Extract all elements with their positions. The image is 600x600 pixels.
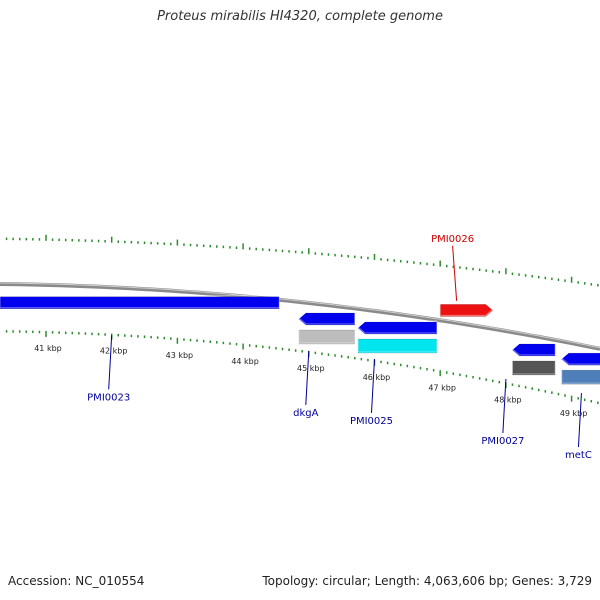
gene-arrow-highlight: [298, 311, 356, 325]
upper-tick-track: [5, 234, 599, 287]
gene-arrow-highlight: [511, 359, 556, 375]
gene-arrow[interactable]: [439, 304, 494, 317]
gene-arrow[interactable]: [0, 296, 280, 310]
scale-label: 41 kbp: [34, 344, 62, 353]
scale-label: 44 kbp: [231, 357, 259, 366]
scale-label: 43 kbp: [166, 351, 194, 360]
gene-arrow[interactable]: [512, 343, 556, 357]
gene-arrow[interactable]: [298, 312, 356, 326]
gene-arrow-highlight: [0, 295, 280, 309]
genome-title: Proteus mirabilis HI4320, complete genom…: [157, 9, 443, 24]
gene-arrow[interactable]: [357, 321, 438, 335]
gene-arrow-highlight: [439, 302, 494, 316]
gene-label-leader: [452, 245, 458, 301]
gene-arrow-highlight: [298, 328, 356, 344]
accession-text: Accession: NC_010554: [8, 574, 145, 588]
gene-arrow-highlight: [511, 342, 556, 356]
gene-arrow[interactable]: [298, 329, 356, 345]
gene-arrow-highlight: [357, 320, 438, 334]
gene-label[interactable]: metC: [565, 450, 592, 461]
gene-features: [0, 295, 600, 385]
gene-label-leader: [108, 335, 113, 390]
gene-label[interactable]: PMI0027: [481, 436, 524, 447]
gene-arrow-highlight: [561, 368, 600, 384]
backbone-line: [0, 282, 600, 351]
scale-label: 42 kbp: [100, 347, 128, 356]
gene-label-leader: [577, 393, 582, 448]
gene-arrow[interactable]: [561, 352, 600, 366]
gene-label[interactable]: PMI0023: [87, 392, 130, 403]
gene-label-leader: [502, 378, 507, 434]
scale-label: 49 kbp: [560, 409, 588, 418]
backbone-highlight: [0, 282, 600, 349]
gene-label[interactable]: dkgA: [293, 408, 318, 419]
gene-label-leader: [305, 350, 310, 405]
gene-label-leader: [370, 358, 375, 413]
gene-label[interactable]: PMI0025: [350, 416, 393, 427]
gene-arrow[interactable]: [357, 338, 438, 354]
scale-label: 46 kbp: [363, 373, 391, 382]
gene-arrow-highlight: [357, 337, 438, 353]
scale-labels: 41 kbp 42 kbp 43 kbp 44 kbp 45 kbp 46 kbp 47 k…: [34, 344, 587, 418]
topology-text: Topology: circular; Length: 4,063,606 bp…: [262, 574, 592, 588]
scale-label: 47 kbp: [428, 384, 456, 393]
gene-label[interactable]: PMI0026: [431, 234, 474, 245]
gene-arrow[interactable]: [512, 360, 556, 376]
lower-tick-track: [5, 330, 599, 405]
gene-labels: PMI0023 dkgA PMI0025 PMI0026 PMI0027 metC: [87, 234, 592, 461]
scale-label: 48 kbp: [494, 396, 522, 405]
gene-arrow-highlight: [560, 351, 600, 365]
scale-label: 45 kbp: [297, 364, 325, 373]
genome-backbone: [0, 282, 600, 351]
gene-arrow[interactable]: [561, 369, 600, 385]
